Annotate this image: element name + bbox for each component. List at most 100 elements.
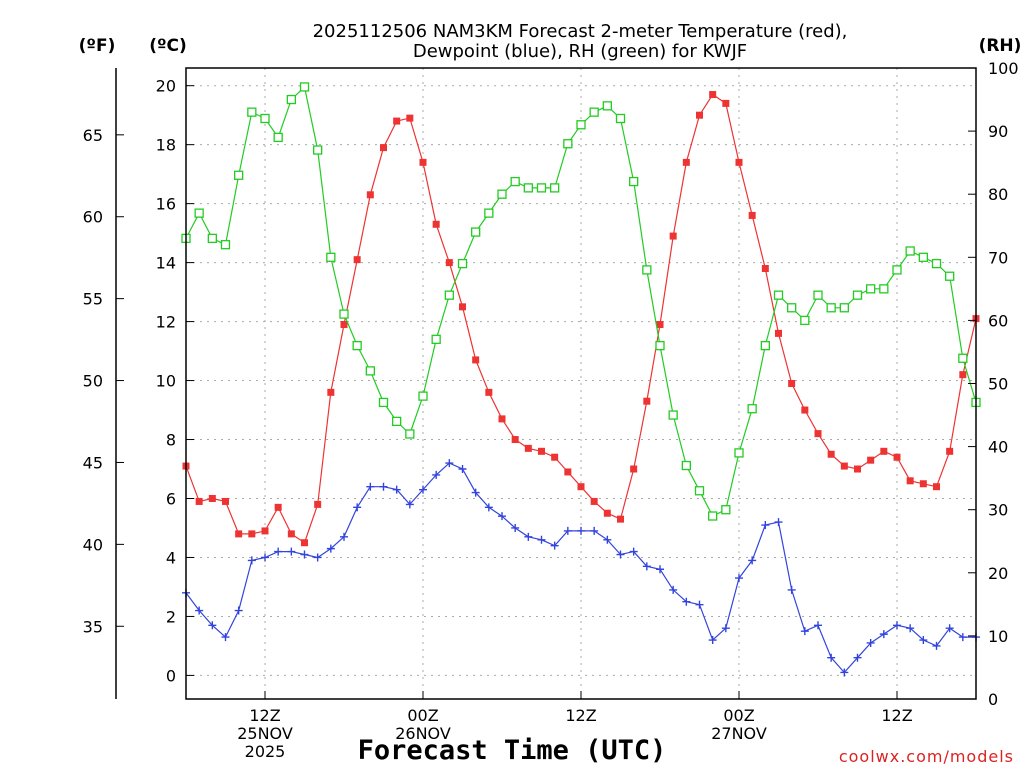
rh-point [510, 176, 520, 187]
rh-point [629, 176, 639, 187]
temperature-point [340, 321, 348, 329]
dewpoint-point [326, 544, 335, 553]
x-tick-label: 25NOV [237, 724, 293, 743]
dewpoint-point [445, 459, 454, 468]
temperature-point [682, 158, 690, 166]
x-tick-label: 26NOV [395, 724, 451, 743]
temperature-point [801, 406, 809, 414]
rh-point [747, 404, 757, 414]
dewpoint-point [721, 624, 730, 633]
dewpoint-point [300, 550, 309, 559]
rh-point [444, 290, 454, 300]
celsius-tick-label: 6 [166, 489, 176, 508]
dewpoint-point [471, 488, 480, 497]
rh-tick-label: 30 [988, 501, 1008, 520]
fahrenheit-tick-label: 50 [83, 372, 103, 391]
celsius-tick-label: 14 [156, 254, 176, 273]
rh-point [576, 120, 586, 130]
temperature-point [459, 303, 466, 311]
temperature-point [485, 388, 493, 396]
temperature-point [366, 191, 374, 199]
dewpoint-point [274, 547, 283, 556]
temperature-point [761, 265, 769, 273]
dewpoint-point [853, 653, 862, 662]
fahrenheit-tick-label: 65 [83, 126, 103, 145]
rh-point [945, 271, 955, 281]
rh-point [497, 189, 507, 199]
rh-point [339, 309, 349, 319]
rh-unit-label: (RH) [979, 36, 1022, 56]
temperature-point [314, 500, 322, 508]
temperature-point [327, 388, 335, 396]
temperature-point [524, 444, 532, 452]
dewpoint-point [642, 562, 651, 571]
dewpoint-point [313, 553, 322, 562]
temperature-point [735, 158, 743, 166]
chart-title-line-2: Dewpoint (blue), RH (green) for KWJF [413, 41, 747, 62]
rh-point [536, 183, 547, 193]
temperature-point [919, 480, 927, 488]
temperature-point [472, 356, 480, 364]
rh-point [681, 460, 691, 471]
celsius-tick-label: 12 [156, 313, 176, 332]
dewpoint-point [735, 574, 743, 583]
rh-point [194, 208, 204, 218]
rh-point [273, 132, 283, 143]
rh-point [787, 303, 797, 313]
temperature-point [656, 321, 664, 329]
temperature-point [696, 111, 703, 119]
dewpoint-point [603, 535, 612, 544]
rh-tick-label: 70 [988, 248, 1008, 267]
rh-point [523, 183, 533, 193]
dewpoint-series [182, 459, 980, 677]
dewpoint-point [577, 526, 585, 535]
rh-series [181, 82, 981, 521]
series-layer [181, 82, 981, 677]
dewpoint-point [392, 485, 401, 494]
temperature-point [195, 497, 203, 505]
temperature-point [380, 144, 387, 152]
rh-point [286, 94, 296, 105]
temperature-point [775, 329, 782, 337]
celsius-tick-label: 10 [156, 372, 176, 391]
temperature-point [748, 211, 756, 219]
fahrenheit-tick-label: 45 [83, 453, 103, 472]
rh-point [839, 303, 849, 313]
dewpoint-point [866, 638, 875, 647]
temperature-point [603, 509, 611, 517]
dewpoint-point [221, 633, 230, 642]
dewpoint-point [906, 624, 915, 633]
fahrenheit-tick-label: 55 [83, 290, 103, 309]
dewpoint-point [827, 653, 836, 662]
dewpoint-point [261, 553, 269, 562]
rh-point [813, 290, 823, 300]
dewpoint-point [379, 482, 388, 491]
rh-point [563, 139, 573, 149]
rh-point [905, 246, 915, 256]
rh-tick-label: 90 [988, 122, 1008, 141]
celsius-tick-label: 16 [156, 195, 176, 214]
dewpoint-point [234, 606, 243, 615]
rh-point [826, 303, 836, 313]
dewpoint-point [498, 512, 506, 521]
fahrenheit-tick-label: 60 [83, 208, 103, 227]
rh-point [431, 334, 441, 344]
rh-point [207, 233, 217, 244]
rh-point [220, 240, 231, 250]
temperature-point [393, 117, 401, 125]
dewpoint-point [208, 621, 217, 630]
dewpoint-point [761, 521, 770, 530]
temperature-point [669, 232, 677, 240]
rh-point [918, 252, 928, 262]
dewpoint-point [945, 624, 954, 633]
rh-point [405, 429, 415, 439]
dewpoint-line [185, 462, 976, 674]
x-tick-label: 12Z [565, 706, 596, 725]
rh-point [457, 258, 468, 269]
temperature-point [814, 430, 822, 438]
temperature-point [840, 462, 848, 470]
dewpoint-point [787, 585, 796, 594]
rh-point [760, 340, 770, 351]
dewpoint-point [893, 621, 901, 630]
